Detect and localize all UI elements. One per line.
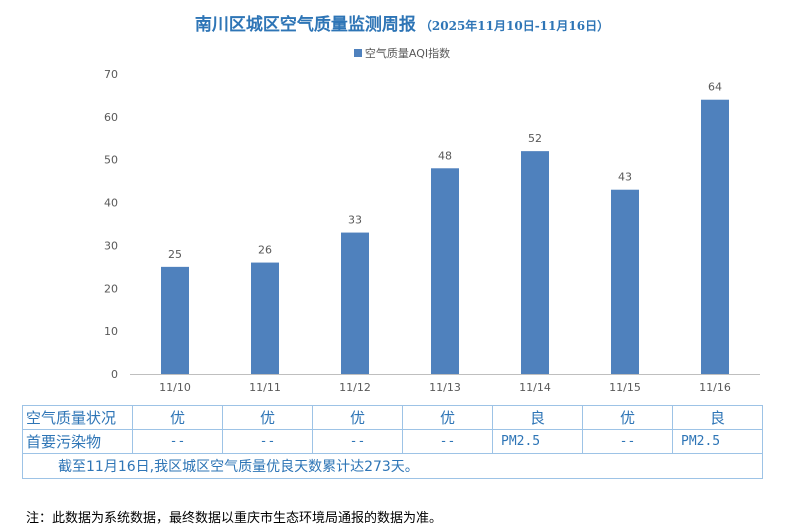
x-tick-label: 11/14 [519,381,551,394]
bar [521,151,549,374]
legend-label: 空气质量AQI指数 [364,47,451,60]
legend-swatch [353,49,362,57]
pollutant-cell: PM2.5 [492,429,583,454]
bar [341,232,369,374]
data-label: 52 [528,132,542,145]
data-label: 64 [708,81,722,94]
data-label: 25 [168,248,182,261]
y-tick-label: 30 [104,239,118,252]
y-tick-label: 70 [104,68,118,81]
pollutant-cell: -- [222,429,313,454]
chart-legend: 空气质量AQI指数 [0,45,804,61]
bar [701,99,729,374]
bar-chart: 0 10 20 30 40 50 60 70 25 11/10 26 11/11 33 11/12 48 11… [104,68,760,394]
bar [431,168,459,374]
quality-cell: 优 [402,405,493,430]
bar [161,266,189,374]
y-tick-label: 60 [104,111,118,124]
pollutant-row: 首要污染物 -- -- -- -- PM2.5 -- PM2.5 [22,429,763,454]
x-tick-label: 11/16 [699,381,731,394]
title-main: 南川区城区空气质量监测周报 [194,15,416,35]
air-quality-table: 空气质量状况 优 优 优 优 良 优 良 首要污染物 -- -- -- -- P… [22,405,763,479]
y-tick-label: 40 [104,197,118,210]
x-tick-label: 11/10 [159,381,191,394]
chart-title: 南川区城区空气质量监测周报 （2025年11月10日-11月16日） [0,10,804,35]
data-label: 48 [438,149,452,162]
pollutant-cell: -- [312,429,403,454]
x-tick-label: 11/12 [339,381,371,394]
bar [251,262,279,374]
y-tick-label: 10 [104,325,118,338]
summary-text: 截至11月16日,我区城区空气质量优良天数累计达273天。 [22,453,763,479]
summary-row: 截至11月16日,我区城区空气质量优良天数累计达273天。 [22,453,763,479]
data-label: 33 [348,214,362,227]
quality-cell: 优 [582,405,673,430]
footnote: 注：此数据为系统数据，最终数据以重庆市生态环境局通报的数据为准。 [26,511,443,526]
bar [611,189,639,374]
pollutant-cell: -- [132,429,223,454]
title-date-range: （2025年11月10日-11月16日） [419,19,610,33]
pollutant-cell: -- [402,429,493,454]
pollutant-cell: -- [582,429,673,454]
pollutant-row-header: 首要污染物 [22,429,133,454]
data-label: 43 [618,171,632,184]
y-tick-label: 50 [104,154,118,167]
x-tick-label: 11/13 [429,381,461,394]
quality-cell: 良 [492,405,583,430]
x-tick-label: 11/11 [249,381,281,394]
quality-cell: 优 [132,405,223,430]
pollutant-cell: PM2.5 [672,429,763,454]
quality-cell: 优 [222,405,313,430]
quality-row: 空气质量状况 优 优 优 优 良 优 良 [22,405,763,430]
x-tick-label: 11/15 [609,381,641,394]
quality-cell: 良 [672,405,763,430]
y-tick-label: 0 [111,368,118,381]
quality-cell: 优 [312,405,403,430]
data-label: 26 [258,244,272,257]
y-tick-label: 20 [104,282,118,295]
quality-row-header: 空气质量状况 [22,405,133,430]
